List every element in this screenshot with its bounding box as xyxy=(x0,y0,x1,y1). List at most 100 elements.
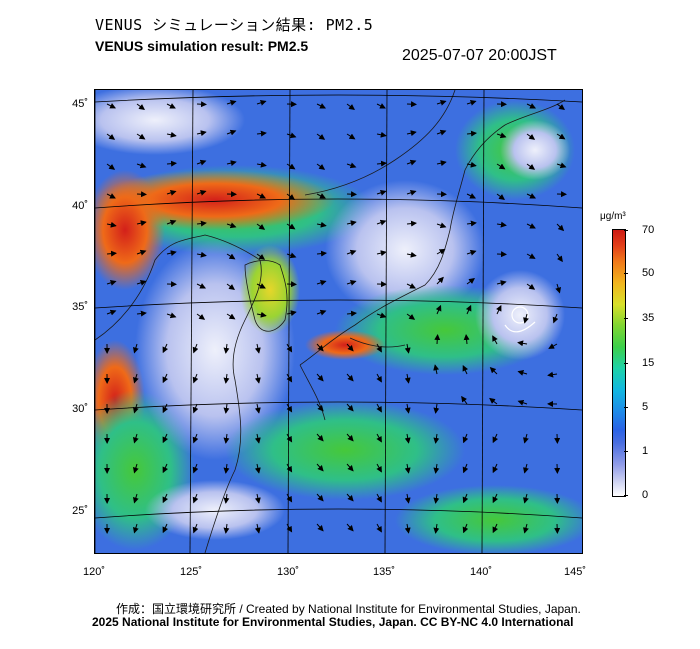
wind-arrow xyxy=(466,193,476,199)
lon-label-145: 145˚ xyxy=(563,566,587,578)
wind-arrow xyxy=(136,162,147,169)
wind-arrow xyxy=(466,130,477,137)
wind-arrow xyxy=(192,403,199,414)
wind-arrow xyxy=(286,523,293,533)
wind-arrow xyxy=(552,313,559,324)
wind-arrow xyxy=(376,103,386,109)
wind-arrow xyxy=(436,129,447,136)
timestamp: 2025-07-07 20:00JST xyxy=(402,47,557,64)
wind-arrow xyxy=(496,221,507,228)
wind-arrow xyxy=(376,433,382,443)
wind-arrow xyxy=(223,343,230,354)
wind-arrow xyxy=(223,433,230,444)
title-japanese: VENUS シミュレーション結果: PM2.5 xyxy=(95,16,374,34)
wind-arrow xyxy=(435,304,442,315)
wind-arrow xyxy=(132,523,139,534)
wind-arrow xyxy=(406,159,417,166)
wind-arrow xyxy=(346,343,354,352)
wind-arrow xyxy=(316,433,324,442)
lon-label-140: 140˚ xyxy=(469,566,493,578)
wind-arrow xyxy=(162,493,169,504)
wind-arrow xyxy=(496,132,507,139)
wind-arrow xyxy=(404,373,411,384)
wind-arrow xyxy=(462,523,469,534)
wind-arrow xyxy=(286,463,293,473)
wind-arrow xyxy=(162,343,169,354)
wind-arrow xyxy=(136,310,147,317)
wind-arrow xyxy=(254,463,261,474)
wind-arrow xyxy=(223,463,230,474)
wind-arrow xyxy=(106,279,117,286)
wind-arrow xyxy=(223,373,230,384)
wind-arrow xyxy=(517,399,528,406)
wind-arrow xyxy=(162,433,169,444)
wind-arrow xyxy=(256,311,267,318)
wind-arrow xyxy=(316,221,327,228)
wind-arrow xyxy=(489,397,498,405)
lat-label-25: 25˚ xyxy=(72,505,88,517)
coastlines xyxy=(95,90,566,553)
wind-arrow xyxy=(436,276,444,285)
wind-arrow xyxy=(196,313,206,320)
wind-arrow xyxy=(286,163,296,170)
wind-arrow xyxy=(162,373,169,384)
wind-arrow xyxy=(316,373,324,382)
wind-arrow xyxy=(547,371,558,378)
concentration-field xyxy=(95,90,582,553)
wind-arrow xyxy=(556,162,567,169)
wind-arrow xyxy=(226,283,235,290)
wind-arrow xyxy=(346,162,357,169)
wind-arrow xyxy=(226,222,237,229)
wind-arrow xyxy=(132,373,139,384)
wind-arrow xyxy=(433,364,440,375)
wind-arrow xyxy=(226,99,237,106)
wind-arrow xyxy=(346,279,357,286)
lon-label-125: 125˚ xyxy=(179,566,203,578)
wind-arrow xyxy=(436,248,446,255)
wind-arrow xyxy=(517,370,528,376)
wind-arrow xyxy=(106,163,116,170)
wind-arrow xyxy=(196,220,207,227)
wind-arrow xyxy=(346,433,354,442)
colorbar-tick-mark xyxy=(624,363,628,364)
lon-label-130: 130˚ xyxy=(276,566,300,578)
wind-arrow xyxy=(316,523,324,532)
wind-arrow xyxy=(376,463,382,473)
credit-line: 作成：国立環境研究所 / Created by National Institu… xyxy=(116,602,581,616)
wind-arrow xyxy=(526,193,536,199)
wind-arrow xyxy=(196,130,207,137)
wind-arrow xyxy=(136,220,147,227)
wind-arrow xyxy=(556,223,565,232)
wind-arrow xyxy=(462,493,469,504)
colorbar-tick-1: 1 xyxy=(642,445,649,457)
wind-arrow xyxy=(376,493,382,503)
wind-arrow xyxy=(433,463,440,474)
colorbar-tick-mark xyxy=(624,407,628,408)
wind-arrow xyxy=(316,279,327,286)
wind-arrow xyxy=(489,367,498,375)
wind-arrow xyxy=(256,283,266,289)
colorbar-tick-5: 5 xyxy=(642,401,649,413)
wind-arrow xyxy=(166,312,177,319)
wind-arrow xyxy=(466,161,477,168)
wind-arrow xyxy=(346,403,354,412)
wind-arrow xyxy=(286,223,296,230)
wind-arrow xyxy=(166,103,176,109)
colorbar-tick-15: 15 xyxy=(642,357,655,369)
wind-arrow xyxy=(376,403,382,413)
colorbar-tick-50: 50 xyxy=(642,267,655,279)
wind-arrow xyxy=(286,373,293,383)
wind-arrow xyxy=(316,309,327,316)
colorbar-tick-mark xyxy=(624,318,628,319)
wind-arrow xyxy=(433,403,440,414)
wind-arrow xyxy=(346,103,356,110)
wind-arrow xyxy=(556,133,566,140)
wind-arrow xyxy=(254,373,261,384)
wind-arrow xyxy=(162,523,169,534)
wind-arrow xyxy=(286,493,293,503)
wind-arrow xyxy=(526,133,536,140)
wind-arrow xyxy=(492,335,498,345)
wind-arrow xyxy=(256,161,267,168)
wind-arrow xyxy=(548,343,558,349)
wind-arrow xyxy=(192,343,199,354)
